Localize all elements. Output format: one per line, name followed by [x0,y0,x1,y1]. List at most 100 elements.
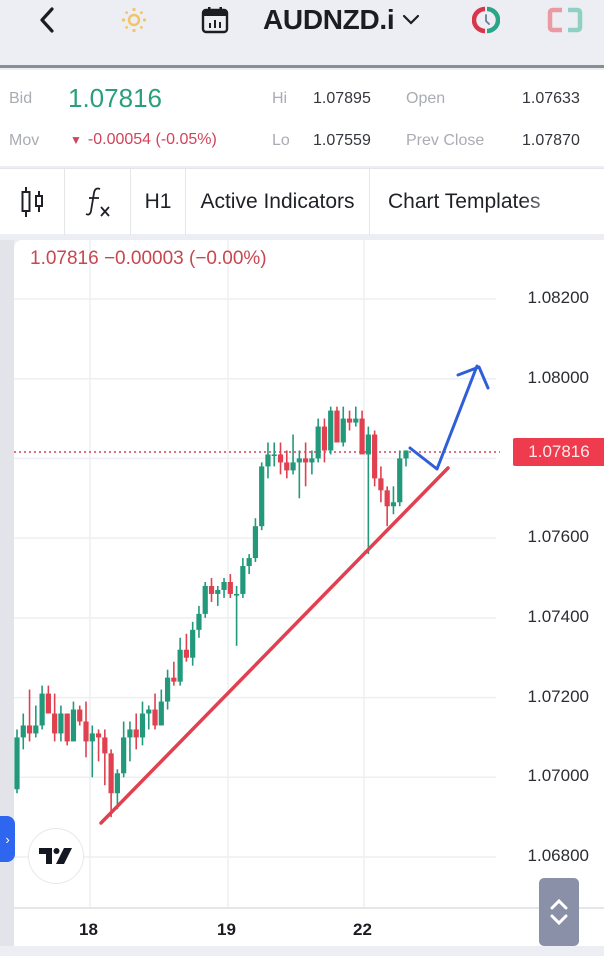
timeframe-button[interactable]: H1 [131,169,186,235]
candle-down [384,490,390,507]
quote-panel: Bid 1.07816 Mov ▼ -0.00054 (-0.05%) Hi 1.… [0,70,604,166]
calendar-icon [201,7,229,34]
prev-close-label: Prev Close [406,132,485,149]
open-value: 1.07633 [522,90,580,107]
candle-down [77,709,83,722]
price-chart[interactable]: 1.07816 −0.00003 (−0.00%) 1.08200 1.08000… [14,240,604,946]
candle-up [259,466,265,527]
projection-arrowhead [456,365,490,390]
calendar-button[interactable] [200,4,230,36]
candle-up [196,613,202,630]
active-indicators-button[interactable]: Active Indicators [186,169,370,235]
candle-up [121,737,127,774]
candle-up [390,502,397,507]
app-header: AUDNZD.i [0,0,604,68]
candle-up [353,418,359,423]
candle-up [328,410,334,451]
candle-down [346,418,353,423]
time-axis-label: 19 [217,920,236,939]
candle-up [252,526,259,559]
candle-up [164,677,171,702]
candle-down [52,713,58,734]
support-trendline [99,466,450,825]
chart-templates-button[interactable]: Chart Templates [370,169,604,235]
candle-up [233,593,240,596]
candle-up [365,434,371,455]
candle-up [89,733,95,742]
candle-up [139,713,146,738]
candle-up [271,454,277,457]
candle-down [133,729,139,738]
candle-up [33,725,39,734]
projection-arrow [408,364,479,471]
fullscreen-button[interactable] [545,4,585,36]
chevron-up-down-icon [550,898,568,926]
mov-value-group: ▼ -0.00054 (-0.05%) [70,131,217,149]
open-label: Open [406,90,446,107]
chart-toolbar: H1 Active Indicators Chart Templates [0,168,604,235]
price-axis-label: 1.07000 [527,766,589,786]
candle-up [20,725,26,738]
bid-label: Bid [9,90,33,107]
candle-up [290,462,296,471]
candle-up [39,693,45,726]
candle-up [58,713,64,734]
theme-toggle-button[interactable] [120,4,148,36]
candle-down [359,418,365,455]
back-arrow-icon [40,7,54,33]
price-axis-label: 1.08000 [527,367,589,387]
candle-down [378,478,384,491]
candle-down [45,693,51,714]
candle-down [284,462,290,471]
prev-close-value: 1.07870 [522,132,580,149]
time-axis-label: 18 [79,920,98,939]
candle-up [114,773,120,794]
chart-canvas[interactable] [14,240,604,946]
candle-down [102,737,108,754]
candle-up [221,581,227,590]
candle-down [95,733,102,738]
candle-up [240,566,246,594]
candle-up [340,418,346,443]
price-axis-label: 1.07200 [527,686,589,706]
candle-down [108,753,114,794]
candle-down [227,581,233,594]
candle-down [26,725,33,734]
tradingview-logo[interactable] [28,828,84,884]
lo-value: 1.07559 [313,132,371,149]
price-axis-label: 1.08200 [527,288,589,307]
candle-down [334,410,340,443]
chevron-down-icon [403,14,420,25]
lo-label: Lo [272,132,290,149]
candle-down [183,649,190,658]
candle-up [14,737,20,790]
scale-toggle-button[interactable] [539,878,579,946]
candle-up [309,458,315,463]
market-clock-icon [472,6,500,34]
candle-up [246,558,252,567]
candle-up [177,649,183,682]
drawing-panel-toggle[interactable]: › [0,816,15,862]
indicators-button[interactable] [65,169,131,235]
candle-up [265,454,271,467]
price-axis-label: 1.07600 [527,527,589,547]
chart-side-strip [0,240,14,956]
candle-down [152,709,158,726]
candle-down [303,458,309,463]
chart-type-button[interactable] [0,169,65,235]
hi-label: Hi [272,90,288,107]
fx-icon [85,187,110,217]
candle-down [171,677,177,682]
candle-up [215,589,221,594]
candle-up [403,450,409,459]
chevron-right-icon: › [5,831,10,847]
market-hours-button[interactable] [470,4,502,36]
back-button[interactable] [34,4,60,36]
candle-down [277,454,284,463]
price-axis-label: 1.07400 [527,606,589,626]
symbol-selector[interactable]: AUDNZD.i [263,2,420,38]
candle-down [64,713,70,742]
candle-down [83,721,89,742]
candle-up [127,729,133,738]
sun-theme-icon [121,7,147,33]
